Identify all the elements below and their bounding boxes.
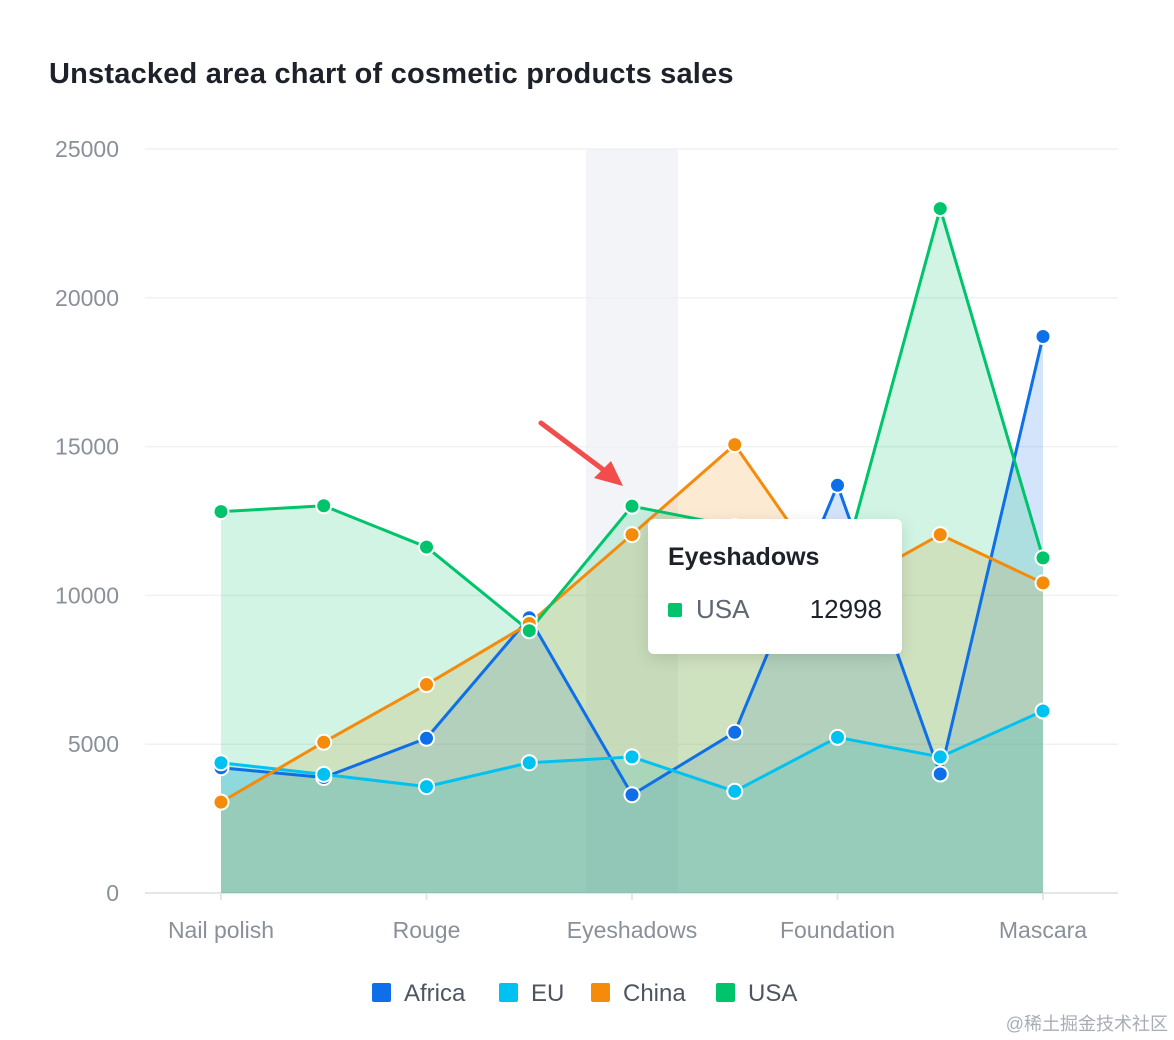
point-eu[interactable]: [418, 778, 435, 796]
legend-swatch: [499, 983, 518, 1002]
tooltip-series-name: USA: [696, 594, 750, 624]
area-africa: [221, 336, 1043, 893]
x-tick-label: Foundation: [780, 917, 895, 943]
tooltip: Eyeshadows USA 12998: [648, 519, 902, 654]
point-usa[interactable]: [931, 200, 949, 218]
legend-item-eu[interactable]: EU: [499, 980, 564, 1007]
legend-label: Africa: [404, 980, 466, 1007]
legend-item-usa[interactable]: USA: [716, 980, 797, 1007]
y-tick-label: 15000: [55, 434, 119, 460]
y-tick-label: 10000: [55, 582, 119, 608]
annotation-arrow: [538, 420, 623, 486]
point-china[interactable]: [1034, 574, 1052, 592]
x-axis: Nail polish Rouge Eyeshadows Foundation Masc…: [168, 893, 1087, 943]
point-usa[interactable]: [418, 538, 435, 556]
legend-label: USA: [748, 980, 797, 1007]
point-eu[interactable]: [623, 748, 641, 766]
x-tick-label: Mascara: [999, 917, 1087, 943]
point-eu[interactable]: [726, 782, 744, 800]
legend: Africa EU China USA: [372, 980, 797, 1007]
point-eu[interactable]: [212, 754, 230, 772]
point-africa[interactable]: [726, 723, 744, 741]
watermark: @稀土掘金技术社区: [1005, 1014, 1168, 1034]
point-usa[interactable]: [623, 497, 641, 515]
x-tick-label: Nail polish: [168, 917, 274, 943]
point-china[interactable]: [726, 436, 744, 454]
tooltip-swatch: [668, 602, 682, 617]
legend-swatch: [372, 983, 391, 1002]
point-africa[interactable]: [418, 729, 435, 747]
y-tick-label: 20000: [55, 285, 119, 311]
point-china[interactable]: [623, 526, 641, 544]
tooltip-title: Eyeshadows: [668, 543, 820, 571]
legend-label: China: [623, 980, 686, 1007]
point-africa[interactable]: [931, 765, 949, 783]
tooltip-row: USA 12998: [668, 594, 882, 625]
legend-label: EU: [531, 980, 564, 1007]
point-usa[interactable]: [520, 622, 538, 640]
y-tick-label: 0: [106, 880, 119, 906]
point-eu[interactable]: [1034, 702, 1052, 720]
chart-title: Unstacked area chart of cosmetic product…: [49, 58, 734, 90]
legend-item-africa[interactable]: Africa: [372, 980, 466, 1007]
point-africa[interactable]: [829, 476, 846, 494]
legend-swatch: [591, 983, 610, 1002]
point-eu[interactable]: [829, 728, 846, 746]
point-china[interactable]: [212, 793, 230, 811]
point-eu[interactable]: [520, 754, 538, 772]
legend-item-china[interactable]: China: [591, 980, 686, 1007]
grid-lines: [145, 148, 1118, 894]
x-tick-label: Eyeshadows: [567, 917, 697, 943]
point-china[interactable]: [931, 526, 949, 544]
area-usa: [221, 208, 1043, 893]
point-usa[interactable]: [212, 503, 230, 521]
x-tick-label: Rouge: [393, 917, 461, 943]
point-china[interactable]: [418, 676, 435, 694]
point-africa[interactable]: [623, 786, 641, 804]
y-tick-label: 25000: [55, 136, 119, 162]
tooltip-value: 12998: [809, 594, 882, 624]
point-eu[interactable]: [931, 748, 949, 766]
point-china[interactable]: [315, 733, 333, 751]
point-africa[interactable]: [1034, 327, 1052, 345]
point-eu[interactable]: [315, 765, 333, 783]
y-axis: 0 5000 10000 15000 20000 25000: [55, 136, 119, 906]
point-usa[interactable]: [1034, 549, 1052, 567]
y-tick-label: 5000: [68, 731, 119, 757]
legend-swatch: [716, 983, 735, 1002]
point-usa[interactable]: [315, 497, 333, 515]
